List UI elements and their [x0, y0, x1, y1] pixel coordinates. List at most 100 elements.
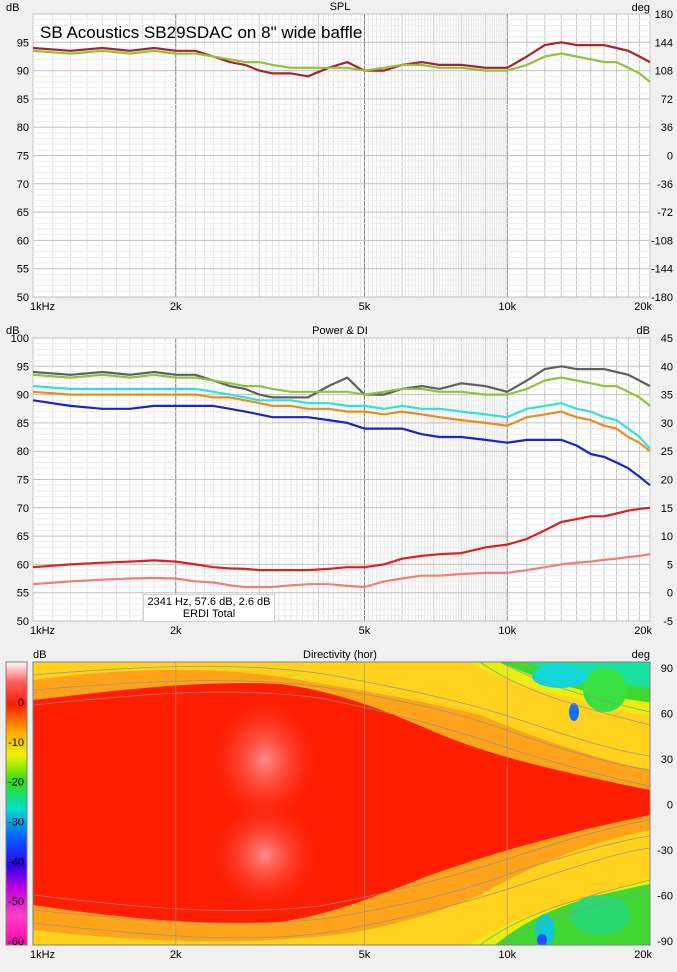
spl-left-tick: 60: [17, 235, 29, 247]
power-right-tick: 15: [661, 503, 673, 515]
color-scale-bar: [5, 661, 28, 946]
directivity-panel: Directivity (hor) dB deg 0 -10 -20 -30 -40 -5…: [5, 649, 673, 961]
power-left-tick: 55: [17, 588, 29, 600]
power-x-ticks: 1kHz 2k 5k 10k 20k: [30, 625, 652, 637]
spl-series-line-1: [32, 49, 651, 83]
directivity-plot-frame: [32, 661, 651, 946]
directivity-heatmap: [33, 662, 650, 945]
spl-left-tick: 65: [17, 207, 29, 219]
power-left-tick: 65: [17, 531, 29, 543]
power-right-tick: 30: [661, 418, 673, 430]
color-scale-tick: -10: [8, 737, 24, 749]
color-scale-ticks: 0 -10 -20 -30 -40 -50 -60: [8, 697, 24, 948]
power-series-line-5: [32, 506, 651, 572]
spl-left-tick: 50: [17, 292, 29, 304]
power-series-line-1: [32, 373, 651, 407]
power-left-tick: 95: [17, 361, 29, 373]
spl-right-tick: 72: [661, 94, 673, 106]
directivity-grid: [175, 662, 508, 945]
spl-left-unit: dB: [6, 2, 19, 14]
x-tick-label: 5k: [359, 949, 371, 961]
power-left-tick: 75: [17, 475, 29, 487]
power-right-tick: 0: [667, 588, 673, 600]
power-left-tick: 100: [11, 333, 29, 345]
power-right-tick: 45: [661, 333, 673, 345]
power-right-unit: dB: [637, 325, 650, 337]
power-title: Power & DI: [312, 325, 368, 337]
power-left-tick: 80: [17, 446, 29, 458]
spl-right-tick: -180: [651, 292, 673, 304]
spl-left-tick: 55: [17, 264, 29, 276]
x-tick-label: 5k: [359, 301, 371, 313]
x-tick-label: 20k: [634, 625, 652, 637]
power-left-tick: 50: [17, 616, 29, 628]
x-tick-label: 20k: [634, 301, 652, 313]
x-tick-label: 1kHz: [30, 301, 55, 313]
directivity-right-tick: 30: [661, 754, 673, 766]
spl-title: SPL: [330, 1, 351, 13]
spl-left-tick: 80: [17, 122, 29, 134]
power-series: [32, 365, 651, 589]
power-right-tick: 5: [667, 559, 673, 571]
spl-panel: SPL SB Acoustics SB29SDAC on 8" wide baf…: [0, 0, 677, 318]
spl-left-tick: 90: [17, 66, 29, 78]
x-tick-label: 10k: [498, 301, 516, 313]
power-right-tick: 35: [661, 390, 673, 402]
power-right-ticks: 45 40 35 30 25 20 15 10 5 0 -5: [661, 333, 673, 628]
power-left-tick: 85: [17, 418, 29, 430]
directivity-right-unit: deg: [632, 649, 650, 661]
color-scale-tick: -20: [8, 777, 24, 789]
color-scale-tick: 0: [18, 697, 24, 709]
power-grid: [32, 337, 651, 622]
color-scale-tick: -30: [8, 817, 24, 829]
power-right-tick: 10: [661, 531, 673, 543]
spl-right-tick: -144: [651, 264, 673, 276]
x-tick-label: 1kHz: [30, 949, 55, 961]
power-series-line-4: [32, 399, 651, 487]
power-right-tick: 25: [661, 446, 673, 458]
power-series-line-2: [32, 385, 651, 450]
spl-left-ticks: 95 90 85 80 75 70 65 60 55 50: [17, 37, 29, 304]
spl-right-tick: 180: [655, 9, 673, 21]
spl-right-tick: 36: [661, 122, 673, 134]
directivity-left-unit: dB: [33, 649, 46, 661]
directivity-right-tick: -30: [657, 845, 673, 857]
x-tick-label: 2k: [170, 301, 182, 313]
color-scale-tick: -60: [8, 936, 24, 948]
power-left-tick: 70: [17, 503, 29, 515]
x-tick-label: 5k: [359, 625, 371, 637]
cursor-readout: 2341 Hz, 57.6 dB, 2.6 dB ERDI Total: [143, 594, 275, 622]
spl-left-tick: 85: [17, 94, 29, 106]
spl-right-tick: -72: [657, 207, 673, 219]
power-panel: Power & DI dB dB 10095908580757065605550…: [6, 325, 673, 637]
spl-right-tick: -108: [651, 235, 673, 247]
color-scale-tick: -40: [8, 856, 24, 868]
directivity-x-ticks: 1kHz 2k 5k 10k 20k: [30, 949, 652, 961]
power-right-tick: 40: [661, 361, 673, 373]
power-left-tick: 90: [17, 390, 29, 402]
spl-right-tick: 108: [655, 66, 673, 78]
directivity-right-tick: 90: [661, 663, 673, 675]
power-right-tick: 20: [661, 475, 673, 487]
x-tick-label: 20k: [634, 949, 652, 961]
spl-right-tick: 0: [667, 151, 673, 163]
spl-series: [32, 41, 651, 83]
power-series-line-6: [32, 553, 651, 589]
power-left-tick: 60: [17, 559, 29, 571]
directivity-right-ticks: 90 60 30 0 -30 -60 -90: [657, 663, 673, 948]
directivity-title: Directivity (hor): [303, 649, 377, 661]
x-tick-label: 2k: [170, 949, 182, 961]
spl-right-ticks: 180 144 108 72 36 0 -36 -72 -108 -144 -180: [651, 9, 673, 304]
power-left-ticks: 100 95 90 85 80 75 70 65 60 55 50: [11, 333, 29, 628]
power-right-tick: -5: [663, 616, 673, 628]
cursor-readout-label: ERDI Total: [182, 608, 236, 620]
spl-overlay-title: SB Acoustics SB29SDAC on 8" wide baffle: [40, 23, 362, 42]
directivity-right-tick: 0: [667, 800, 673, 812]
spl-right-tick: 144: [655, 37, 673, 49]
spl-right-unit: deg: [632, 2, 650, 14]
power-series-line-3: [32, 390, 651, 453]
spl-left-tick: 75: [17, 151, 29, 163]
directivity-right-tick: -60: [657, 891, 673, 903]
